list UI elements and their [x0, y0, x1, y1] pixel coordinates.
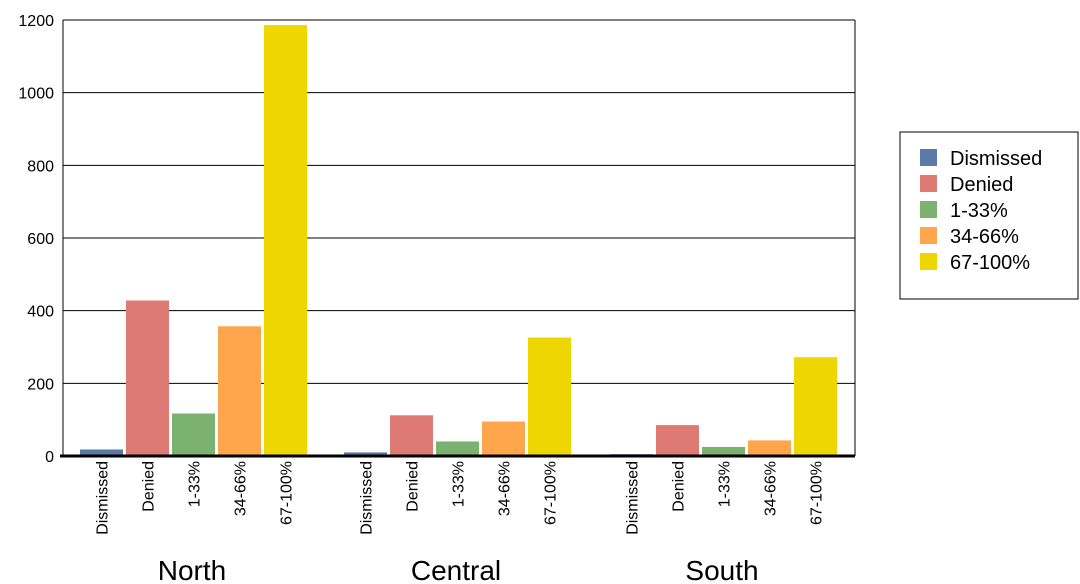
bar-south-denied	[656, 425, 699, 456]
group-label-south: South	[685, 555, 758, 584]
bar-north-34-66pct	[218, 326, 261, 456]
legend-swatch-dismissed	[920, 149, 937, 166]
bar-label-south-denied: Denied	[671, 461, 688, 512]
bar-labels: Dismissed Denied 1-33% 34-66% 67-100% Dismiss…	[95, 461, 826, 535]
y-tick-label: 1000	[18, 86, 54, 103]
bar-label-central-denied: Denied	[405, 461, 422, 512]
bar-label-south-1-33pct: 1-33%	[717, 461, 734, 507]
legend-label-dismissed: Dismissed	[950, 148, 1042, 170]
y-tick-label: 400	[27, 304, 54, 321]
bar-label-south-dismissed: Dismissed	[625, 461, 642, 535]
bar-label-central-67-100pct: 67-100%	[543, 461, 560, 525]
y-tick-label: 0	[45, 449, 54, 466]
bars	[80, 25, 837, 456]
y-tick-label: 600	[27, 231, 54, 248]
gridlines	[63, 19, 855, 384]
bar-label-central-1-33pct: 1-33%	[451, 461, 468, 507]
legend: Dismissed Denied 1-33% 34-66% 67-100%	[899, 131, 1079, 300]
legend-swatch-denied	[920, 175, 937, 192]
bar-label-north-67-100pct: 67-100%	[279, 461, 296, 525]
bar-label-central-34-66pct: 34-66%	[497, 461, 514, 516]
bar-label-north-1-33pct: 1-33%	[187, 461, 204, 507]
bar-label-north-dismissed: Dismissed	[95, 461, 112, 535]
legend-swatch-1-33pct	[920, 201, 937, 218]
legend-label-1-33pct: 1-33%	[950, 200, 1008, 222]
y-tick-label: 1200	[18, 13, 54, 30]
bar-south-34-66pct	[748, 440, 791, 456]
group-label-central: Central	[411, 555, 501, 584]
legend-swatch-67-100pct	[920, 253, 937, 270]
bar-label-south-67-100pct: 67-100%	[809, 461, 826, 525]
bar-label-north-denied: Denied	[141, 461, 158, 512]
y-axis-ticks: 0 200 400 600 800 1000 1200	[18, 13, 54, 466]
bar-central-dismissed	[344, 452, 387, 456]
axes	[60, 19, 856, 458]
legend-label-denied: Denied	[950, 174, 1013, 196]
bar-central-denied	[390, 415, 433, 456]
legend-swatch-34-66pct	[920, 227, 937, 244]
bar-central-1-33pct	[436, 441, 479, 456]
y-tick-label: 200	[27, 376, 54, 393]
group-labels: North Central South	[158, 555, 759, 584]
bar-north-dismissed	[80, 449, 123, 456]
bar-south-1-33pct	[702, 446, 745, 456]
group-label-north: North	[158, 555, 226, 584]
bar-central-67-100pct	[528, 337, 571, 456]
bar-north-denied	[126, 300, 169, 456]
y-tick-label: 800	[27, 158, 54, 175]
legend-label-67-100pct: 67-100%	[950, 252, 1030, 274]
bar-central-34-66pct	[482, 421, 525, 456]
bar-label-north-34-66pct: 34-66%	[233, 461, 250, 516]
bar-north-1-33pct	[172, 413, 215, 456]
bar-north-67-100pct	[264, 25, 307, 456]
bar-south-67-100pct	[794, 357, 837, 456]
bar-label-south-34-66pct: 34-66%	[763, 461, 780, 516]
legend-label-34-66pct: 34-66%	[950, 226, 1019, 248]
bar-label-central-dismissed: Dismissed	[359, 461, 376, 535]
